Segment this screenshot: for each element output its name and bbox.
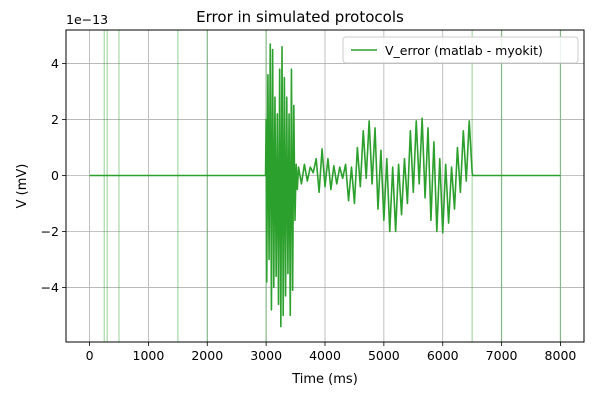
y-tick-label: −4 — [41, 280, 59, 295]
y-tick-label: 0 — [51, 168, 59, 183]
x-tick-label: 6000 — [427, 348, 459, 363]
x-axis-ticks: 0 1000 2000 3000 4000 5000 6000 7000 8000 — [86, 342, 577, 363]
x-tick-label: 4000 — [309, 348, 341, 363]
x-tick-label: 0 — [86, 348, 94, 363]
y-tick-label: 4 — [51, 56, 59, 71]
protocol-event-lines — [103, 30, 562, 342]
x-tick-label: 1000 — [133, 348, 165, 363]
x-tick-label: 7000 — [486, 348, 518, 363]
y-axis-label: V (mV) — [15, 164, 30, 209]
x-tick-label: 8000 — [545, 348, 577, 363]
x-tick-label: 5000 — [368, 348, 400, 363]
plot-area — [65, 29, 585, 343]
x-tick-label: 2000 — [191, 348, 223, 363]
legend-box — [342, 36, 579, 64]
legend: V_error (matlab - myokit) — [342, 36, 579, 64]
legend-entry-label: V_error (matlab - myokit) — [385, 43, 543, 58]
y-tick-label: −2 — [41, 224, 59, 239]
chart-title: Error in simulated protocols — [196, 8, 404, 26]
y-axis-ticks: −4 −2 0 2 4 — [41, 56, 66, 295]
x-axis-label: Time (ms) — [291, 372, 358, 387]
series-layer — [89, 43, 561, 328]
y-tick-label: 2 — [51, 112, 59, 127]
y-axis-offset-label: 1e−13 — [66, 12, 108, 27]
series-line-v-error — [89, 43, 561, 328]
grid-lines — [66, 30, 584, 342]
x-tick-label: 3000 — [250, 348, 282, 363]
